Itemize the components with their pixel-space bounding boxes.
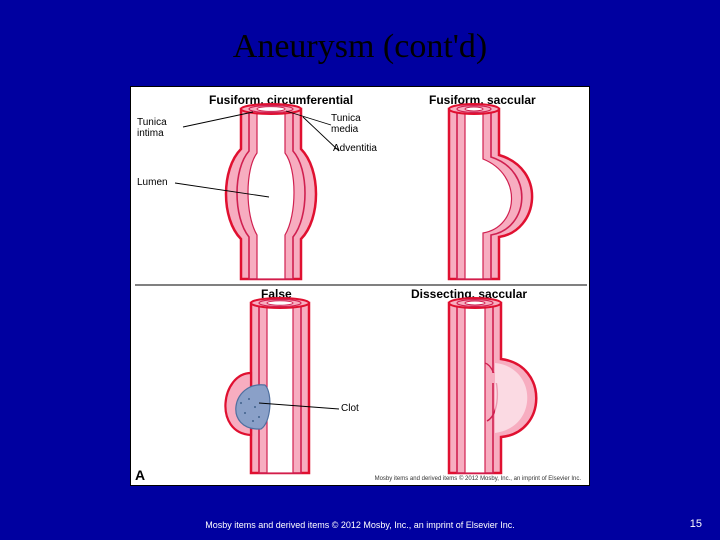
figure-subpanel-letter: A (135, 467, 145, 483)
label-tunica-media: Tunicamedia (331, 113, 361, 135)
label-lumen: Lumen (137, 177, 168, 188)
label-tunica-intima: Tunicaintima (137, 117, 167, 139)
figure-container: Fusiform, circumferential Fusiform, sacc… (130, 86, 590, 486)
label-adventitia: Adventitia (333, 143, 377, 154)
label-clot: Clot (341, 403, 359, 414)
footer-copyright: Mosby items and derived items © 2012 Mos… (0, 520, 720, 530)
slide-number: 15 (690, 518, 702, 530)
figure-internal-copyright: Mosby items and derived items © 2012 Mos… (375, 476, 581, 482)
slide-title: Aneurysm (cont'd) (0, 0, 720, 78)
